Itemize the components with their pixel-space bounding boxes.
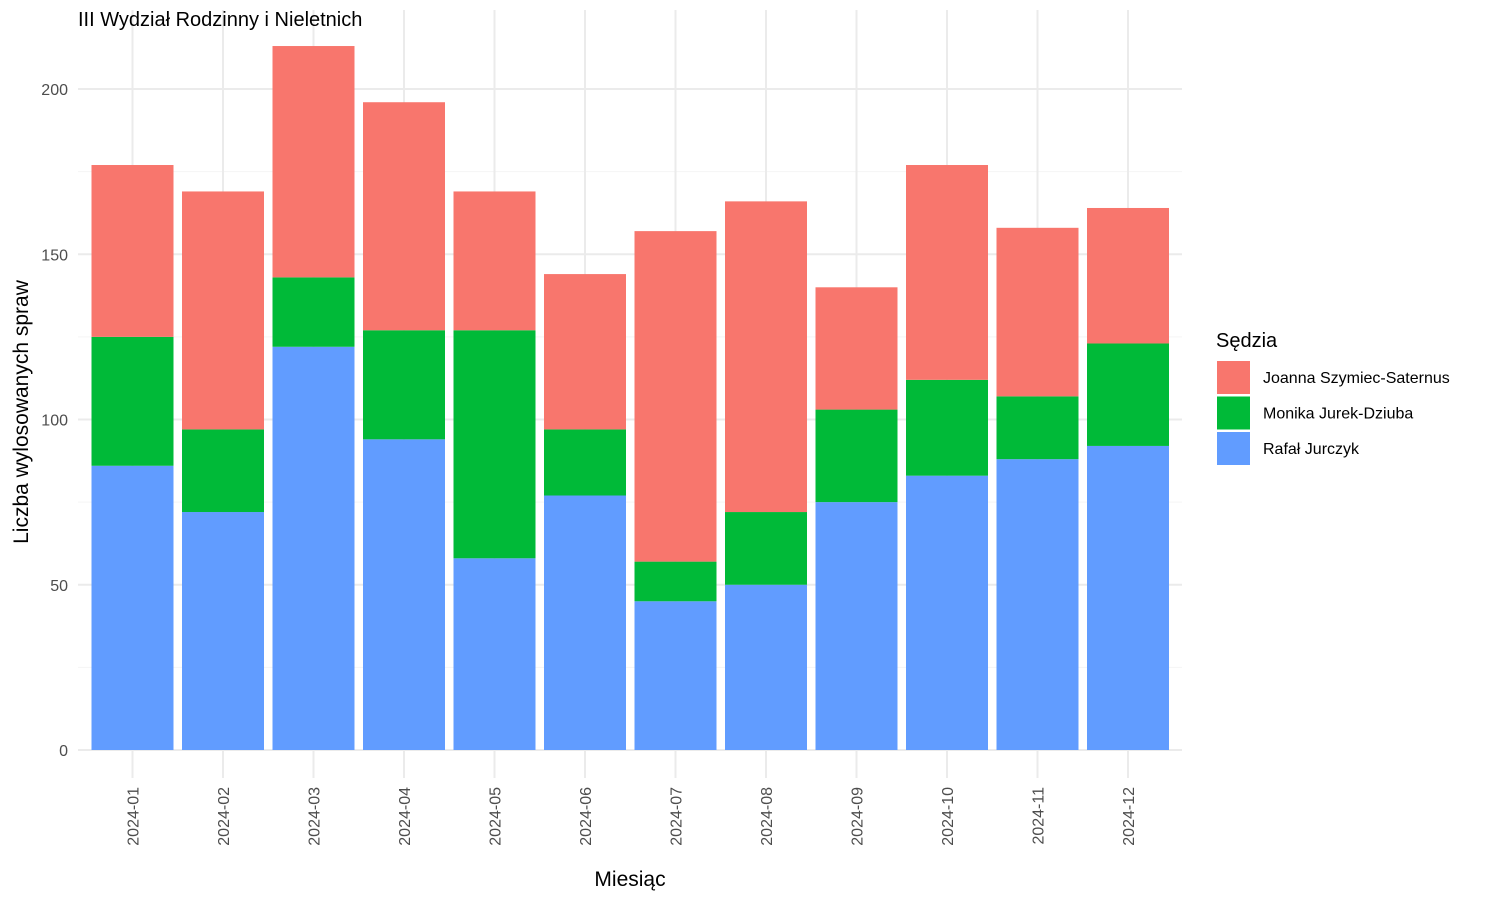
y-axis-title: Liczba wylosowanych spraw <box>10 279 33 544</box>
x-axis-title: Miesiąc <box>594 868 665 891</box>
bar-segment <box>91 336 174 466</box>
bars <box>91 46 1169 751</box>
x-tick-label: 2024-02 <box>216 787 233 846</box>
bar-segment <box>815 502 898 751</box>
bar-segment <box>272 46 355 278</box>
bar-segment <box>1087 343 1169 446</box>
x-tick-label: 2024-07 <box>669 787 686 846</box>
y-tick-label: 150 <box>41 247 68 264</box>
bar-segment <box>815 287 898 410</box>
y-tick-label: 50 <box>50 578 68 595</box>
bar-segment <box>453 191 536 331</box>
bar-segment <box>815 409 898 503</box>
bar-segment <box>182 512 264 750</box>
bar-segment <box>996 227 1079 397</box>
bar-segment <box>182 429 264 513</box>
legend-label: Joanna Szymiec-Saternus <box>1263 370 1450 387</box>
bar-segment <box>182 191 264 430</box>
legend-title: Sędzia <box>1216 330 1278 352</box>
bar-segment <box>363 102 445 331</box>
y-tick-label: 100 <box>41 413 68 430</box>
y-tick-label: 0 <box>59 743 68 760</box>
y-axis-ticks: 0 50 100 150 200 <box>41 82 68 760</box>
bar-segment <box>272 346 355 750</box>
legend-label: Monika Jurek-Dziuba <box>1263 406 1413 423</box>
x-axis-ticks: 2024-01 2024-02 2024-03 2024-04 2024-05 2024-… <box>126 787 1139 846</box>
legend-swatch <box>1217 396 1250 430</box>
x-tick-label: 2024-05 <box>488 787 505 846</box>
bar-segment <box>906 379 988 476</box>
bar-segment <box>725 201 807 513</box>
legend: Sędzia Joanna Szymiec-Saternus Monika Jur… <box>1216 330 1450 465</box>
bar-segment <box>363 330 445 440</box>
bar-segment <box>544 274 626 430</box>
x-tick-label: 2024-01 <box>126 787 143 846</box>
chart-title: III Wydział Rodzinny i Nieletnich <box>78 9 362 31</box>
y-tick-label: 200 <box>41 82 68 99</box>
bar-segment <box>906 475 988 750</box>
x-tick-label: 2024-08 <box>759 787 776 846</box>
bar-segment <box>634 561 717 602</box>
legend-swatch <box>1217 432 1250 465</box>
legend-items: Joanna Szymiec-Saternus Monika Jurek-Dziu… <box>1217 361 1450 465</box>
bar-segment <box>1087 207 1169 344</box>
bar-segment <box>996 396 1079 460</box>
bar-segment <box>906 165 988 380</box>
bar-segment <box>996 459 1079 750</box>
bar-segment <box>453 330 536 559</box>
legend-label: Rafał Jurczyk <box>1263 441 1360 458</box>
bar-segment <box>544 495 626 750</box>
bar-segment <box>544 429 626 496</box>
bar-segment <box>91 165 174 337</box>
bar-segment <box>634 231 717 562</box>
x-tick-label: 2024-04 <box>397 787 414 846</box>
x-tick-label: 2024-11 <box>1031 787 1048 845</box>
bar-segment <box>725 512 807 585</box>
x-tick-label: 2024-09 <box>850 787 867 846</box>
bar-segment <box>453 558 536 750</box>
x-tick-label: 2024-06 <box>578 787 595 846</box>
legend-swatch <box>1217 361 1250 394</box>
x-tick-label: 2024-12 <box>1121 787 1138 846</box>
bar-segment <box>725 584 807 750</box>
bar-segment <box>1087 445 1169 750</box>
bar-segment <box>634 601 717 750</box>
x-tick-label: 2024-10 <box>940 787 957 846</box>
bar-segment <box>363 439 445 750</box>
bar-segment <box>272 277 355 347</box>
x-tick-label: 2024-03 <box>307 787 324 846</box>
bar-segment <box>91 465 174 750</box>
